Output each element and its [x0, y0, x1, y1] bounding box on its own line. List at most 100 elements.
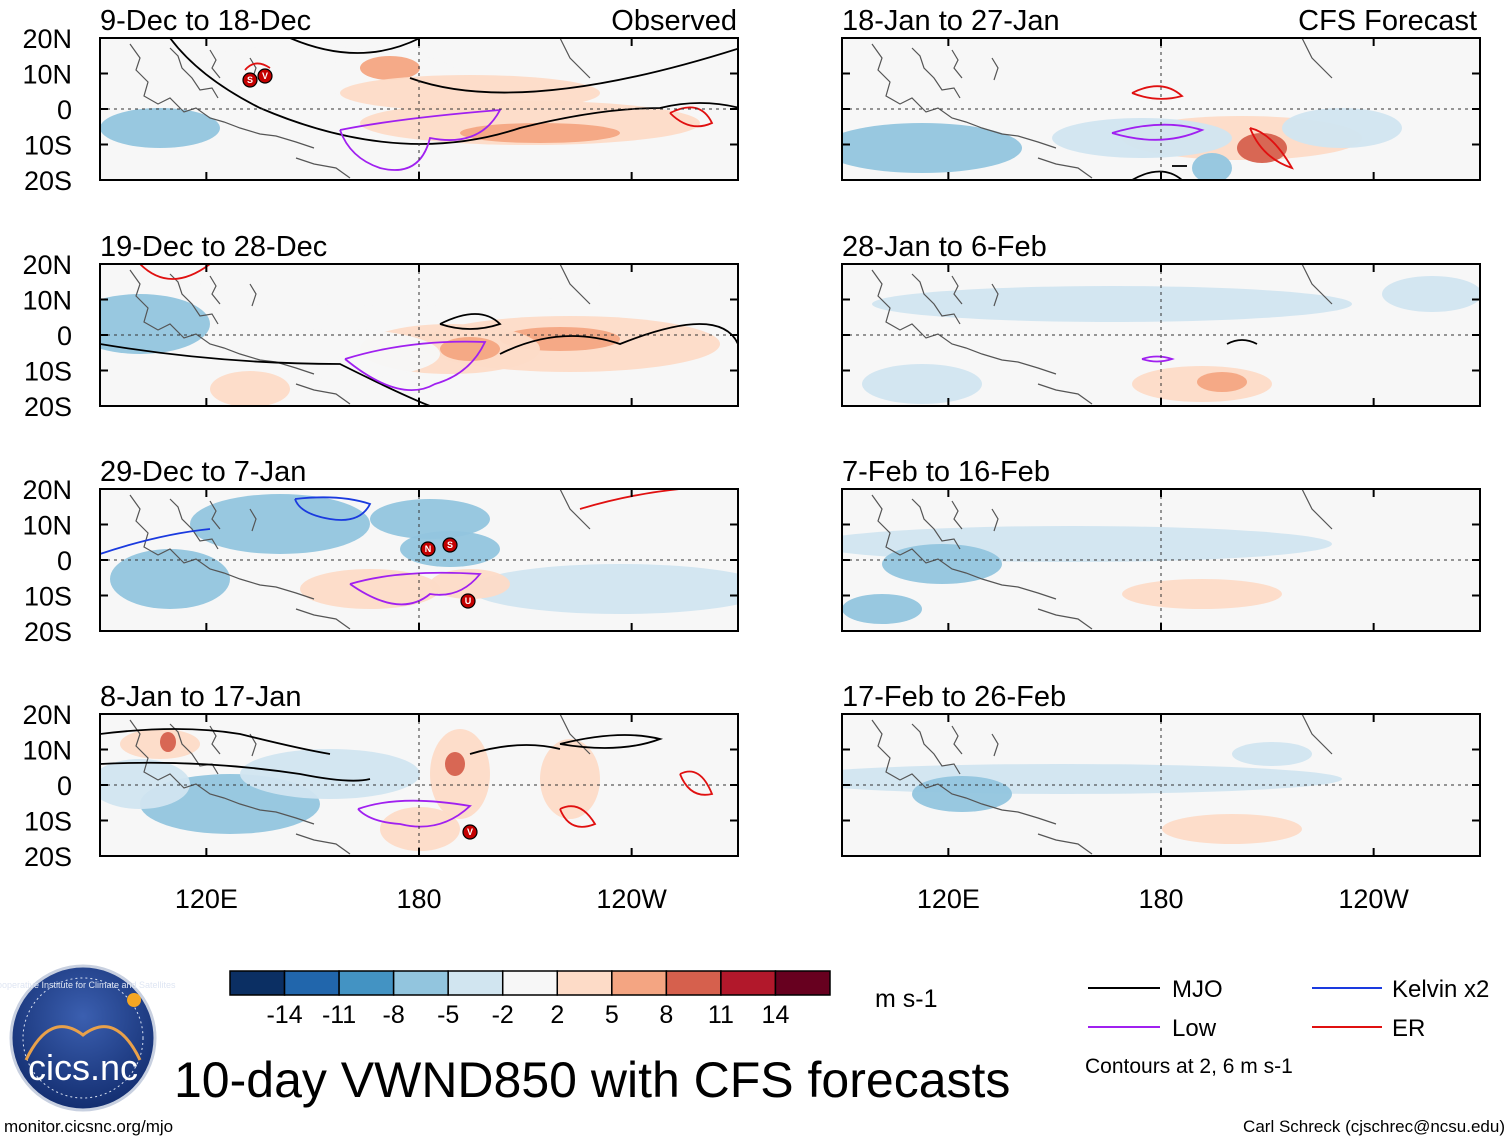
colorbar-level-label: 8: [659, 1001, 673, 1029]
contour-line: [1131, 170, 1183, 180]
anomaly-blob: [190, 494, 370, 554]
anomaly-blob: [200, 264, 600, 306]
svg-text:V: V: [262, 71, 268, 81]
colorbar-level-label: -5: [437, 1001, 459, 1029]
anomaly-blob: [210, 371, 290, 406]
y-tick-label: 0: [57, 95, 72, 125]
contour-line: [559, 734, 664, 749]
coastline: [129, 38, 591, 179]
y-tick-label: 20N: [22, 700, 72, 730]
anomaly-blob: [340, 75, 600, 111]
coastline: [871, 714, 1333, 855]
contour-line: [469, 744, 561, 755]
colorbar-swatch: [283, 970, 340, 996]
panel-observed-3: 29-Dec to 7-Jan 20N 10N 0 10S 20S N S U: [22, 456, 739, 647]
anomaly-blob: [1052, 118, 1232, 158]
panel-observed-2: 19-Dec to 28-Dec 20N 10N 0 10S 20S: [22, 231, 739, 422]
sun-icon: [127, 993, 141, 1007]
contour-line: [559, 805, 597, 828]
contour-note: Contours at 2, 6 m s-1: [1085, 1055, 1293, 1078]
anomaly-blob: [380, 807, 460, 851]
coastline: [871, 489, 1333, 630]
panel-title: 17-Feb to 26-Feb: [842, 681, 1066, 713]
y-tick-label: 20S: [24, 842, 72, 872]
y-tick-label: 20S: [24, 392, 72, 422]
svg-text:S: S: [247, 75, 253, 85]
anomaly-blob: [240, 749, 420, 799]
anomaly-blob: [370, 499, 490, 539]
footer-credit: Carl Schreck (cjschrec@ncsu.edu): [1243, 1117, 1505, 1136]
contour-line: [669, 106, 714, 128]
y-tick-label: 10N: [22, 286, 72, 316]
coastline: [871, 38, 1333, 179]
main-title: 10-day VWND850 with CFS forecasts: [174, 1052, 1010, 1108]
storm-marker: V: [462, 824, 478, 840]
anomaly-blob: [460, 123, 620, 143]
panel-forecast-4: 17-Feb to 26-Feb: [841, 681, 1481, 857]
colorbar-level-label: 5: [605, 1001, 619, 1029]
storm-marker: S: [442, 537, 458, 553]
contour-line: [499, 323, 738, 355]
colorbar-swatch: [338, 970, 395, 996]
contour-line: [344, 340, 487, 391]
contour-line: [349, 571, 482, 606]
y-tick-label: 20N: [22, 475, 72, 505]
anomaly-blob: [470, 564, 738, 614]
anomaly-blob: [912, 776, 1012, 812]
storm-marker: V: [257, 68, 273, 84]
colorbar-level-label: 11: [708, 1001, 734, 1029]
colorbar-swatch: [720, 970, 777, 996]
y-tick-label: 20N: [22, 24, 72, 54]
anomaly-blob: [842, 764, 1342, 794]
contour-line: [139, 264, 211, 280]
colorbar-level-label: -14: [266, 1001, 302, 1029]
panel-title: 18-Jan to 27-Jan: [842, 5, 1060, 37]
contour-line: [169, 38, 738, 145]
y-tick-label: 10S: [24, 807, 72, 837]
panel-title: 7-Feb to 16-Feb: [842, 456, 1050, 488]
colorbar: -14 -11 -8 -5 -2 2 5 8 11 14: [229, 970, 831, 1029]
x-tick-label: 120E: [917, 884, 980, 914]
legend-label-kelvin: Kelvin x2: [1392, 976, 1489, 1003]
panel-title: 9-Dec to 18-Dec: [100, 5, 311, 37]
coastline: [129, 264, 591, 405]
contour-line: [100, 761, 371, 782]
anomaly-blob: [640, 63, 738, 113]
anomaly-blob: [1382, 276, 1480, 312]
logo-text: cics.nc: [28, 1047, 138, 1088]
anomaly-blob: [120, 729, 200, 759]
anomaly-blob: [1282, 108, 1402, 148]
contour-line: [579, 489, 681, 510]
colorbar-level-label: -2: [492, 1001, 514, 1029]
storm-marker: U: [460, 593, 476, 609]
panel-title: 8-Jan to 17-Jan: [100, 681, 302, 713]
anomaly-blob: [100, 294, 210, 354]
footer-url: monitor.cicsnc.org/mjo: [4, 1117, 173, 1136]
anomaly-blob: [360, 56, 420, 80]
contour-line: [1141, 355, 1175, 363]
colorbar-swatch: [611, 970, 668, 996]
y-tick-label: 10S: [24, 582, 72, 612]
legend-label-er: ER: [1392, 1015, 1425, 1042]
contour-line: [1111, 123, 1205, 141]
svg-text:S: S: [447, 540, 453, 550]
anomaly-blob: [540, 739, 600, 819]
legend-label-mjo: MJO: [1172, 976, 1223, 1003]
cics-logo: Cooperative Institute for Climate and Sa…: [0, 964, 176, 1112]
y-tick-label: 10N: [22, 60, 72, 90]
panel-observed-4: 8-Jan to 17-Jan 20N 10N 0 10S 20S V: [22, 681, 739, 872]
anomaly-blob: [100, 759, 190, 809]
anomaly-blob: [1122, 579, 1282, 609]
coastline: [129, 714, 591, 855]
contour-line: [1249, 127, 1294, 170]
contour-line: [100, 528, 211, 555]
contour-line: [100, 343, 431, 406]
contour-line: [679, 770, 714, 796]
coastline: [871, 264, 1333, 405]
anomaly-blob: [842, 594, 922, 624]
anomaly-blob: [160, 732, 176, 752]
anomaly-blob: [862, 364, 982, 404]
contour-line: [339, 108, 502, 171]
y-tick-label: 10S: [24, 357, 72, 387]
